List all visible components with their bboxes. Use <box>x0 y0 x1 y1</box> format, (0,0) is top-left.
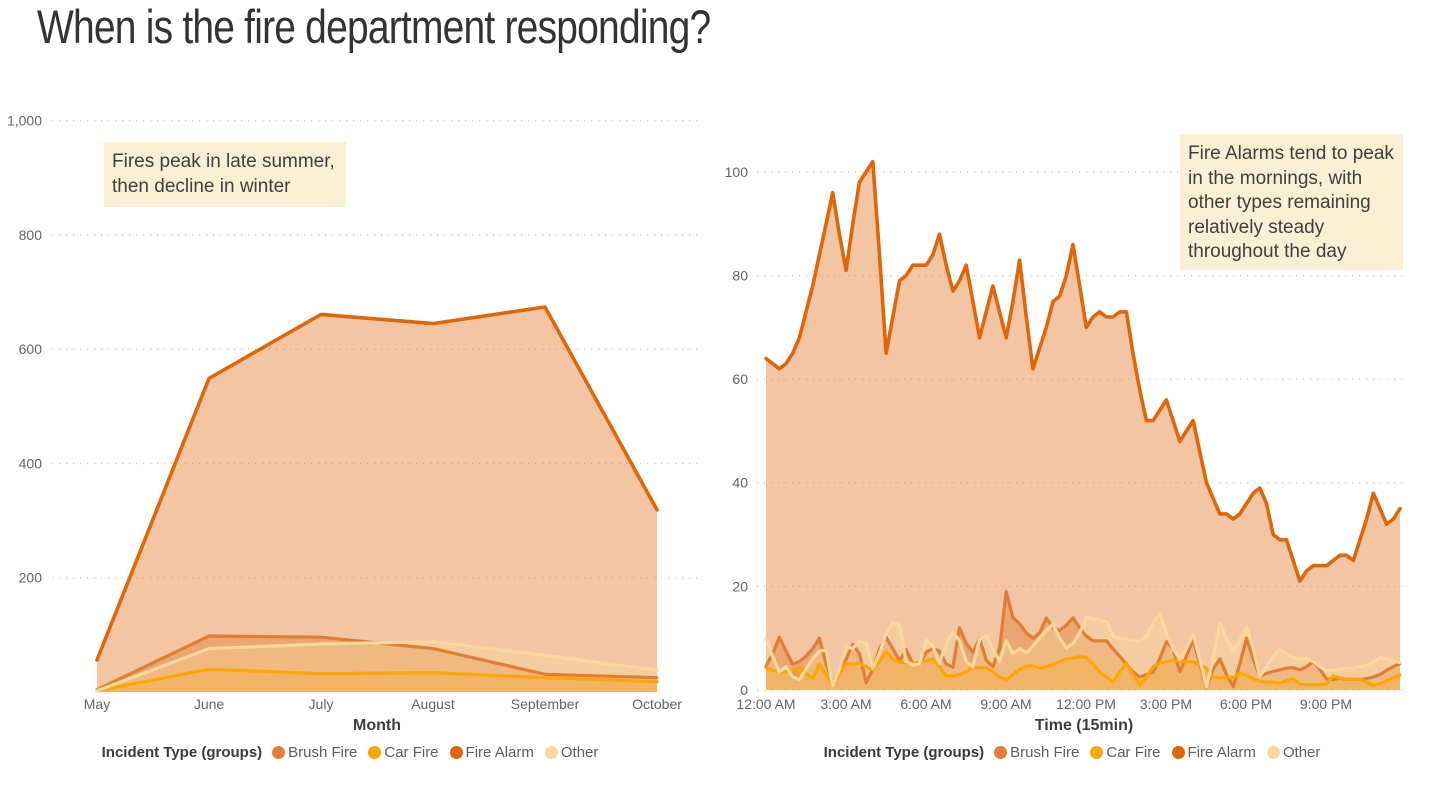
svg-text:100: 100 <box>725 164 749 180</box>
svg-text:400: 400 <box>19 455 43 471</box>
svg-text:600: 600 <box>19 341 43 357</box>
svg-text:6:00 AM: 6:00 AM <box>900 696 951 712</box>
svg-text:20: 20 <box>732 578 748 594</box>
svg-text:Time (15min): Time (15min) <box>1035 717 1133 734</box>
svg-text:3:00 AM: 3:00 AM <box>820 696 871 712</box>
svg-text:August: August <box>411 696 455 712</box>
svg-text:12:00 AM: 12:00 AM <box>736 696 795 712</box>
svg-text:80: 80 <box>732 268 748 284</box>
svg-text:May: May <box>84 696 110 712</box>
svg-text:40: 40 <box>732 475 748 491</box>
svg-text:July: July <box>309 696 334 712</box>
svg-text:October: October <box>632 696 682 712</box>
svg-text:Month: Month <box>353 717 401 734</box>
svg-text:September: September <box>511 696 580 712</box>
svg-text:3:00 PM: 3:00 PM <box>1140 696 1192 712</box>
svg-text:200: 200 <box>19 570 43 586</box>
svg-text:0: 0 <box>740 682 748 698</box>
svg-text:1,000: 1,000 <box>7 113 42 129</box>
svg-text:June: June <box>194 696 225 712</box>
svg-text:9:00 PM: 9:00 PM <box>1300 696 1352 712</box>
svg-text:12:00 PM: 12:00 PM <box>1056 696 1116 712</box>
svg-text:60: 60 <box>732 371 748 387</box>
svg-text:800: 800 <box>19 227 43 243</box>
svg-text:9:00 AM: 9:00 AM <box>980 696 1031 712</box>
svg-text:6:00 PM: 6:00 PM <box>1220 696 1272 712</box>
